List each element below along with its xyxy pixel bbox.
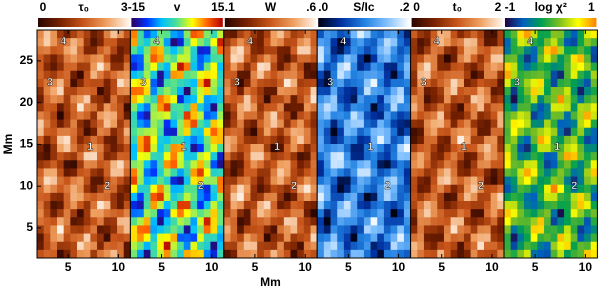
colorbar-tick-label: 3	[121, 0, 128, 14]
map-image	[130, 30, 225, 259]
point-label: 4	[340, 36, 347, 48]
y-tick-label: 5	[26, 220, 33, 234]
map-image	[37, 30, 131, 259]
x-axis-label: Mm	[260, 275, 281, 289]
point-label: 3	[47, 77, 53, 89]
point-label: 3	[421, 77, 427, 89]
y-tick-label: 25	[20, 53, 34, 67]
colorbar-title: W	[265, 0, 277, 14]
colorbar	[131, 18, 223, 27]
y-tick-label: 10	[20, 178, 34, 192]
point-label: 3	[327, 77, 333, 89]
colorbar-title: log χ²	[535, 0, 567, 14]
colorbar	[505, 18, 597, 27]
x-tick-label: 5	[532, 260, 539, 274]
y-axis-label: Mm	[1, 134, 15, 155]
y-tick-label: 15	[20, 137, 34, 151]
colorbar-tick-label: .2	[400, 0, 410, 14]
point-label: 4	[60, 36, 67, 48]
point-label: 4	[247, 36, 254, 48]
colorbar	[411, 18, 503, 27]
y-tick-label: 20	[20, 95, 34, 109]
colorbar	[224, 18, 317, 27]
colorbar	[38, 18, 130, 27]
point-label: 1	[554, 141, 560, 153]
colorbar-tick-label: -15	[128, 0, 146, 14]
point-label: 1	[87, 141, 93, 153]
colorbar-tick-label: 15	[211, 0, 225, 14]
point-label: 3	[140, 77, 146, 89]
colorbar-title: τ₀	[78, 0, 89, 14]
x-tick-label: 10	[392, 260, 406, 274]
colorbar-title: S/Ic	[353, 0, 375, 14]
point-label: 2	[291, 180, 297, 192]
colorbar-tick-label: .0	[318, 0, 328, 14]
x-tick-label: 5	[438, 260, 445, 274]
colorbar-title: v	[174, 0, 181, 14]
point-label: 4	[153, 36, 160, 48]
point-label: 4	[434, 36, 441, 48]
map-image	[504, 30, 598, 259]
map-image	[223, 30, 318, 259]
point-label: 1	[461, 141, 467, 153]
x-tick-label: 10	[205, 260, 219, 274]
x-tick-label: 5	[252, 260, 259, 274]
point-label: 3	[234, 77, 240, 89]
point-label: 2	[571, 180, 577, 192]
point-label: 3	[514, 77, 520, 89]
x-tick-label: 5	[158, 260, 165, 274]
point-label: 1	[274, 141, 280, 153]
colorbar-tick-label: 1	[588, 0, 595, 14]
point-label: 2	[478, 180, 484, 192]
point-label: 1	[181, 141, 187, 153]
x-tick-label: 5	[65, 260, 72, 274]
point-label: 2	[104, 180, 110, 192]
map-image	[410, 30, 505, 259]
x-tick-label: 10	[485, 260, 499, 274]
point-label: 2	[384, 180, 390, 192]
map-image	[317, 30, 412, 259]
point-label: 2	[198, 180, 204, 192]
colorbar-tick-label: 2	[495, 0, 502, 14]
colorbar	[318, 18, 410, 27]
colorbar-tick-label: -1	[505, 0, 516, 14]
colorbar-tick-label: .1	[225, 0, 235, 14]
x-tick-label: 10	[579, 260, 593, 274]
x-tick-label: 5	[345, 260, 352, 274]
colorbar-title: t₀	[453, 0, 462, 14]
colorbar-tick-label: 0	[40, 0, 47, 14]
x-tick-label: 10	[112, 260, 126, 274]
colorbar-tick-label: 0	[413, 0, 420, 14]
colorbar-tick-label: .6	[306, 0, 316, 14]
x-tick-label: 10	[298, 260, 312, 274]
panel-frame	[503, 29, 598, 259]
point-label: 4	[527, 36, 534, 48]
point-label: 1	[367, 141, 373, 153]
